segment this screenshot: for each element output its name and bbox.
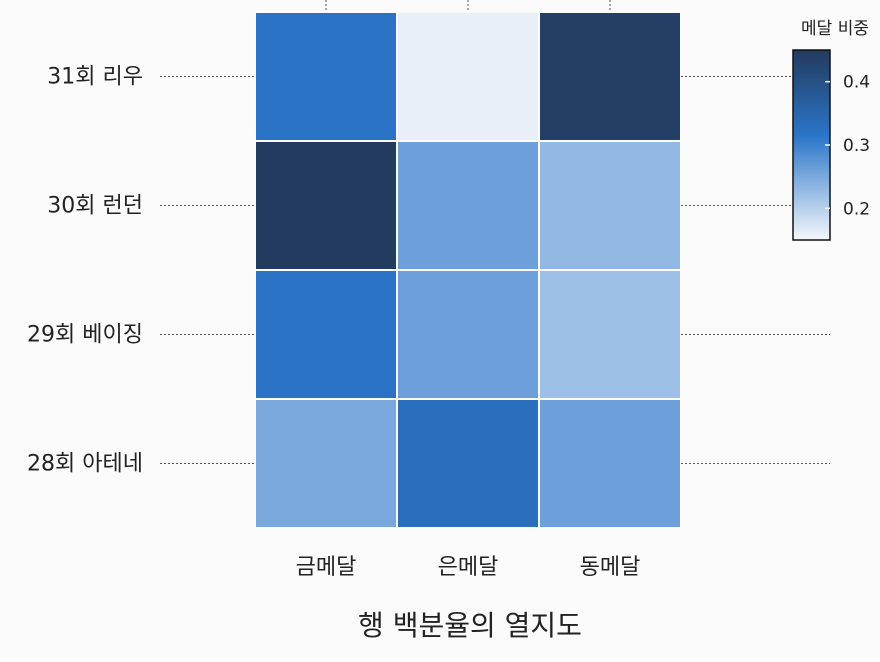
heatmap-cell: [398, 142, 538, 269]
heatmap-cell: [540, 400, 680, 527]
heatmap-cell: [398, 271, 538, 398]
legend-color-bar: [792, 49, 831, 241]
row-labels: 31회 리우 30회 런던 29회 베이징 28회 아테네: [27, 65, 143, 477]
heatmap-cells: [256, 13, 680, 527]
heatmap-cell: [256, 271, 396, 398]
row-label: 31회 리우: [47, 65, 143, 90]
heatmap-cell: [540, 271, 680, 398]
row-label: 29회 베이징: [27, 323, 143, 348]
column-labels: 금메달 은메달 동메달: [296, 555, 641, 580]
legend-ticks: 0.4 0.3 0.2: [825, 73, 870, 219]
color-legend: 메달 비중 0.4 0.3 0.2: [792, 19, 870, 241]
heatmap-cell: [256, 13, 396, 140]
heatmap-cell: [540, 142, 680, 269]
column-label: 은메달: [438, 555, 499, 580]
chart-title: 행 백분율의 열지도: [358, 609, 582, 642]
legend-title: 메달 비중: [801, 19, 869, 39]
heatmap-cell: [398, 400, 538, 527]
legend-tick-label: 0.2: [843, 199, 870, 219]
legend-tick-label: 0.4: [843, 73, 870, 93]
heatmap-cell: [256, 400, 396, 527]
heatmap-cell: [540, 13, 680, 140]
column-label: 금메달: [296, 555, 357, 580]
legend-tick-label: 0.3: [843, 136, 870, 156]
row-label: 28회 아테네: [27, 452, 143, 477]
heatmap-cell: [256, 142, 396, 269]
column-label: 동메달: [580, 555, 641, 580]
heatmap-cell: [398, 13, 538, 140]
row-label: 30회 런던: [47, 194, 143, 219]
